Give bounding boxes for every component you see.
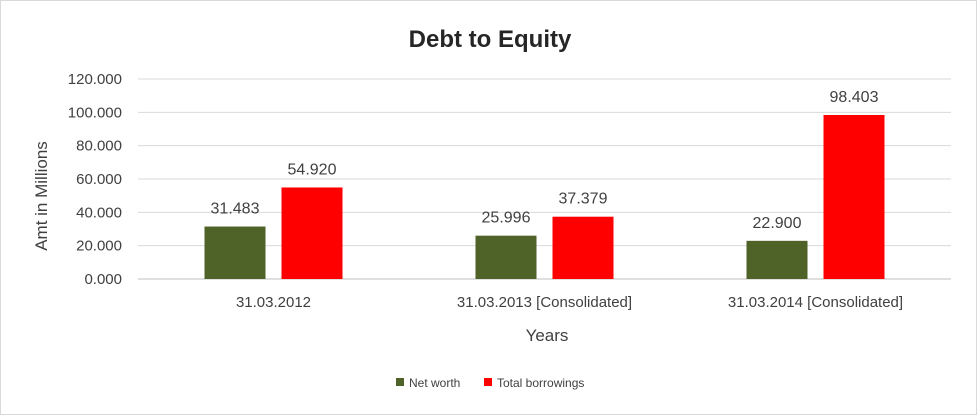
data-label: 54.920 — [288, 161, 337, 178]
data-label: 25.996 — [482, 210, 531, 227]
legend-entry: Total borrowings — [497, 376, 584, 390]
y-axis-ticks: 0.000 20.000 40.000 60.000 80.000 100.000 120.… — [68, 71, 122, 288]
bars — [204, 114, 885, 280]
data-label: 31.483 — [211, 201, 260, 218]
bar-net-worth — [475, 235, 537, 279]
y-axis-label: Amt in Millions — [32, 141, 51, 251]
data-label: 22.900 — [753, 215, 802, 232]
bar-total-borrowings — [281, 187, 343, 279]
data-labels: 31.483 54.920 25.996 37.379 22.900 98.403 — [211, 89, 879, 232]
data-label: 98.403 — [830, 89, 879, 106]
bar-total-borrowings — [552, 216, 614, 279]
y-tick-label: 80.000 — [76, 138, 122, 155]
legend: Net worth Total borrowings — [396, 376, 584, 390]
bar-net-worth — [746, 240, 808, 279]
legend-entry: Net worth — [409, 376, 460, 390]
x-axis-label: Years — [526, 326, 569, 345]
y-tick-label: 20.000 — [76, 238, 122, 255]
y-tick-label: 120.000 — [68, 71, 122, 88]
chart-title: Debt to Equity — [409, 26, 572, 53]
y-tick-label: 40.000 — [76, 204, 122, 221]
gridlines — [138, 78, 951, 280]
x-category-label: 31.03.2013 [Consolidated] — [457, 294, 632, 311]
legend-swatch — [396, 378, 404, 386]
x-category-label: 31.03.2012 — [236, 294, 311, 311]
legend-swatch — [484, 378, 492, 386]
bar-total-borrowings — [823, 114, 885, 280]
data-label: 37.379 — [559, 191, 608, 208]
bar-net-worth — [204, 226, 266, 279]
x-category-label: 31.03.2014 [Consolidated] — [728, 294, 903, 311]
y-tick-label: 100.000 — [68, 104, 122, 121]
y-tick-label: 0.000 — [84, 271, 122, 288]
y-tick-label: 60.000 — [76, 171, 122, 188]
x-axis-categories: 31.03.2012 31.03.2013 [Consolidated] 31.03… — [236, 294, 903, 311]
